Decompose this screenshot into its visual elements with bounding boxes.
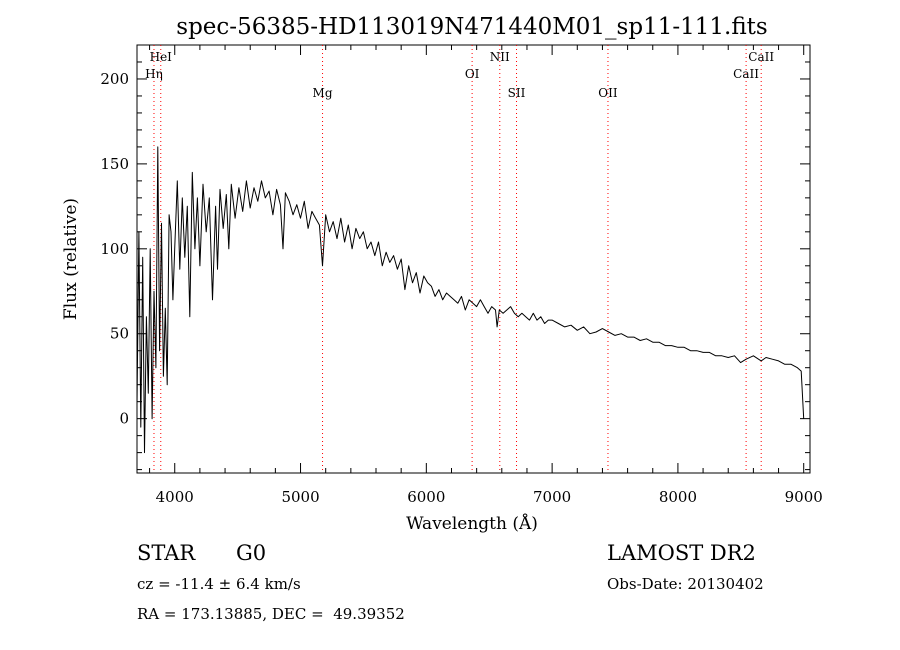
x-tick-label: 9000 [785, 488, 823, 506]
obs-date-text: Obs-Date: 20130402 [607, 575, 764, 593]
x-tick-label: 6000 [407, 488, 445, 506]
x-axis-label: Wavelength (Å) [406, 513, 538, 534]
survey-name: LAMOST DR2 [607, 541, 756, 565]
spectral-subclass: G0 [236, 541, 267, 565]
marker-label: OI [465, 67, 480, 81]
y-tick-label: 0 [119, 410, 129, 428]
spectrum-line [136, 146, 805, 454]
marker-label: CaII [748, 50, 774, 64]
marker-label: Mg [313, 86, 333, 100]
y-axis-label: Flux (relative) [61, 198, 81, 320]
marker-label: OII [598, 86, 618, 100]
x-tick-label: 8000 [659, 488, 697, 506]
marker-label: Hη [145, 67, 163, 81]
x-tick-label: 5000 [281, 488, 319, 506]
x-axis-ticks: 4000 5000 6000 7000 8000 9000 [149, 45, 823, 506]
marker-label: CaII [733, 67, 759, 81]
x-tick-label: 7000 [533, 488, 571, 506]
y-tick-label: 50 [110, 325, 129, 343]
redshift-text: cz = -11.4 ± 6.4 km/s [137, 575, 301, 593]
coordinates-text: RA = 173.13885, DEC = 49.39352 [137, 605, 405, 623]
x-tick-label: 4000 [156, 488, 194, 506]
marker-label: HeI [150, 50, 173, 64]
plot-frame [136, 44, 811, 474]
y-axis-ticks: 0 50 100 150 200 [100, 44, 810, 471]
spectral-line-markers: HeI Hη Mg OI NII SII OII CaII CaII [145, 45, 774, 473]
y-tick-label: 100 [100, 240, 129, 258]
y-tick-label: 150 [100, 155, 129, 173]
object-class: STAR [137, 541, 196, 565]
marker-label: SII [508, 86, 526, 100]
chart-title: spec-56385-HD113019N471440M01_sp11-111.f… [176, 14, 767, 40]
y-tick-label: 200 [100, 70, 129, 88]
marker-label: NII [490, 50, 510, 64]
